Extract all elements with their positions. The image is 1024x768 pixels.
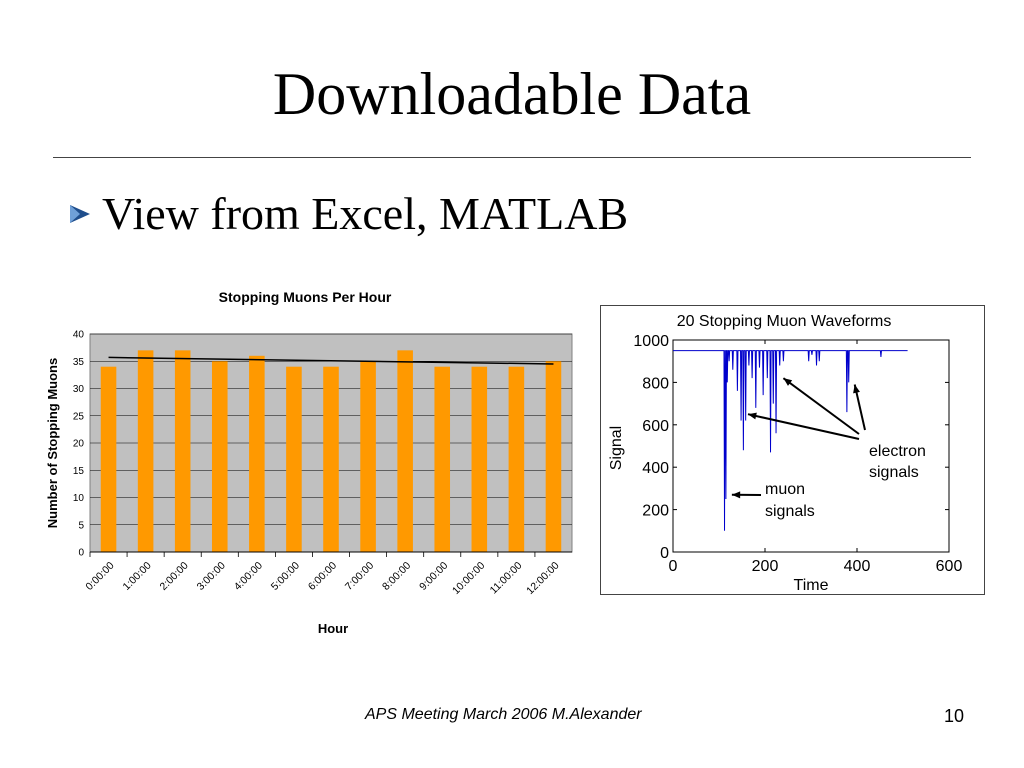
bullet-text: View from Excel, MATLAB	[102, 188, 629, 239]
matlab-figure-frame: 20 Stopping Muon Waveforms 0 200 400 600 0 20…	[600, 305, 985, 595]
excel-bar	[397, 350, 413, 552]
matlab-y-tick-label: 800	[642, 375, 669, 392]
excel-y-tick-label: 40	[73, 330, 85, 341]
electron-signals-label: electron signals	[869, 443, 926, 481]
slide-title: Downloadable Data	[272, 61, 752, 127]
excel-y-tick-label: 10	[73, 493, 85, 504]
matlab-y-tick-label: 1000	[633, 333, 669, 350]
excel-y-tick-label: 20	[73, 439, 85, 450]
matlab-y-tick-label: 400	[642, 460, 669, 477]
excel-y-tick-label: 25	[73, 411, 85, 422]
matlab-chart-title: 20 Stopping Muon Waveforms	[677, 313, 892, 330]
excel-x-axis-label: Hour	[318, 621, 348, 636]
electron-arrow-head	[853, 384, 860, 394]
matlab-y-axis-label: Signal	[608, 426, 625, 470]
excel-bar	[434, 366, 451, 552]
matlab-x-tick-label: 0	[669, 558, 678, 575]
excel-x-tick-label: 4:00:00	[232, 560, 265, 593]
title-divider	[53, 157, 971, 158]
excel-y-tick-label: 5	[78, 520, 84, 531]
matlab-waveform-plot: 20 Stopping Muon Waveforms 0 200 400 600 0 20…	[608, 313, 962, 594]
excel-bar	[249, 355, 265, 552]
matlab-x-tick-label: 400	[844, 558, 871, 575]
excel-y-axis-label: Number of Stopping Muons	[45, 358, 60, 528]
matlab-axis-ticks: 0 200 400 600 0 200 400 600 800 1000	[633, 333, 962, 575]
excel-bar	[360, 361, 376, 552]
muon-signals-label: muon signals	[765, 481, 815, 520]
excel-bar	[100, 366, 117, 552]
excel-bar	[137, 350, 154, 552]
bullet-triangle-highlight	[70, 205, 80, 223]
excel-y-tick-label: 35	[73, 357, 85, 368]
excel-bar	[545, 361, 562, 552]
excel-chart-title: Stopping Muons Per Hour	[219, 289, 392, 305]
excel-y-tick-labels: 0 5 10 15 20 25 30 35 40	[73, 330, 85, 559]
excel-bars	[100, 350, 562, 552]
excel-x-tick-label: 8:00:00	[380, 560, 413, 593]
excel-x-tick-label: 3:00:00	[195, 560, 228, 593]
excel-bar	[211, 361, 228, 552]
footer-text: APS Meeting March 2006 M.Alexander	[365, 706, 642, 723]
excel-x-tick-label: 9:00:00	[417, 560, 450, 593]
matlab-axes-box	[672, 339, 950, 553]
excel-x-tick-label: 0:00:00	[83, 560, 116, 593]
excel-x-tick-label: 5:00:00	[269, 560, 302, 593]
page-number: 10	[944, 706, 965, 726]
electron-arrow-head	[747, 412, 757, 420]
excel-x-tick-label: 1:00:00	[120, 560, 153, 593]
excel-trendline	[108, 356, 554, 365]
matlab-waveform-trace	[673, 350, 908, 531]
excel-bar-chart: Stopping Muons Per Hour 0 5 10 15 20 25 30 35 40…	[45, 289, 573, 636]
excel-x-tick-label: 10:00:00	[450, 560, 487, 597]
muon-arrow-head	[731, 491, 741, 499]
matlab-y-tick-label: 200	[642, 503, 669, 520]
excel-y-tick-label: 15	[73, 466, 85, 477]
excel-y-tick-label: 30	[73, 384, 85, 395]
matlab-x-tick-label: 600	[936, 558, 963, 575]
excel-x-tick-label: 2:00:00	[158, 560, 191, 593]
excel-x-tick-label: 11:00:00	[488, 560, 525, 597]
excel-bar	[508, 366, 525, 552]
triangle-bullet-icon	[70, 205, 90, 223]
excel-x-tick-label: 7:00:00	[343, 560, 376, 593]
electron-arrow	[747, 413, 860, 440]
excel-x-tick-label: 12:00:00	[524, 560, 561, 597]
excel-x-tick-label: 6:00:00	[306, 560, 339, 593]
electron-arrow-head	[783, 378, 793, 386]
matlab-annotation-arrows	[731, 377, 866, 499]
matlab-x-tick-label: 200	[752, 558, 779, 575]
excel-bar	[286, 366, 302, 552]
matlab-y-tick-label: 600	[642, 418, 669, 435]
matlab-x-axis-label: Time	[794, 577, 829, 594]
excel-bar	[323, 366, 339, 552]
matlab-y-tick-label: 0	[660, 545, 669, 562]
excel-x-tick-labels: 0:00:00 1:00:00 2:00:00 3:00:00 4:00:00 5:00:…	[83, 551, 572, 597]
excel-bar	[471, 366, 488, 552]
electron-arrow	[782, 377, 860, 435]
excel-y-tick-label: 0	[78, 548, 84, 559]
excel-bar	[174, 350, 191, 552]
